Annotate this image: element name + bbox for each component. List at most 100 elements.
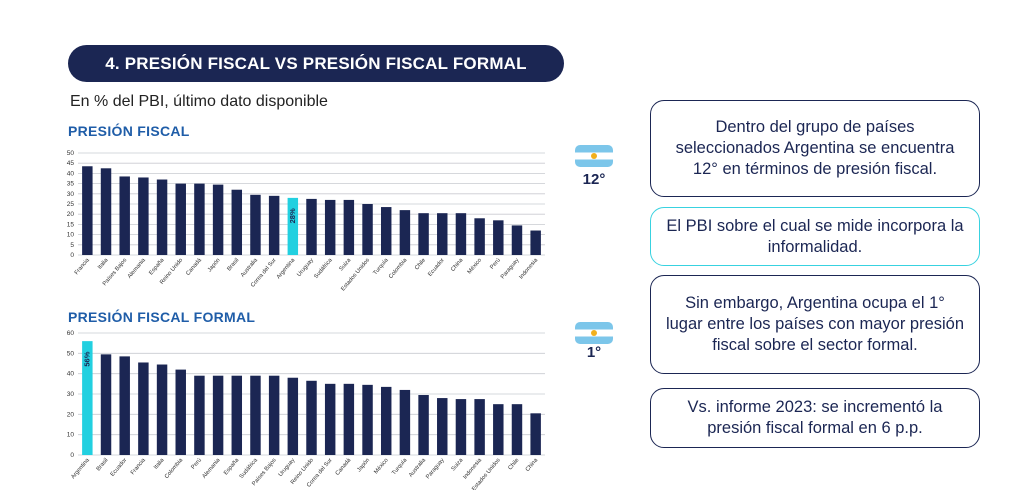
bar-italia <box>156 364 168 455</box>
info-box-ranking: Dentro del grupo de países seleccionados… <box>650 100 980 197</box>
bar-estados-unidos <box>493 404 504 455</box>
x-tick-label: Uruguay <box>278 457 297 478</box>
y-tick-label: 50 <box>67 150 75 157</box>
y-tick-label: 40 <box>67 371 75 378</box>
info-box-text: Dentro del grupo de países seleccionados… <box>675 118 955 178</box>
bar-argentina <box>287 197 299 255</box>
x-tick-label: Canadá <box>335 457 353 477</box>
bar-países-bajos <box>268 375 280 455</box>
rank-presion-fiscal-formal: 1° <box>586 344 602 361</box>
y-tick-label: 50 <box>67 350 75 357</box>
y-tick-label: 10 <box>67 232 75 239</box>
x-tick-label: Italia <box>97 257 110 271</box>
x-tick-label: Francia <box>74 257 92 276</box>
argentina-flag-icon <box>575 145 613 167</box>
y-tick-label: 0 <box>70 452 74 459</box>
bar-méxico <box>380 386 392 455</box>
y-tick-label: 30 <box>67 191 75 198</box>
info-box-text: Sin embargo, Argentina ocupa el 1° lugar… <box>665 294 965 354</box>
x-tick-label: Australia <box>240 257 260 279</box>
bar-alemania <box>212 375 224 455</box>
x-tick-label: Colombia <box>388 257 409 280</box>
bar-corea-del-sur <box>268 195 280 255</box>
sun-icon <box>591 153 597 159</box>
bar-australia <box>250 194 261 255</box>
bar-colombia <box>399 210 411 255</box>
info-box-text: Vs. informe 2023: se incrementó la presi… <box>687 398 943 437</box>
bar-colombia <box>175 369 186 455</box>
bar-paraguay <box>511 225 523 255</box>
x-tick-label: Suiza <box>451 457 465 473</box>
x-tick-label: Perú <box>190 457 202 470</box>
x-tick-label: Ecuador <box>110 457 129 477</box>
y-tick-label: 35 <box>67 181 75 188</box>
y-tick-label: 45 <box>67 160 75 167</box>
bar-australia <box>418 395 429 455</box>
data-label: 28% <box>288 208 297 223</box>
bar-turquía <box>399 389 411 455</box>
y-tick-label: 40 <box>67 170 75 177</box>
data-label: 56% <box>82 351 91 366</box>
x-tick-label: Canadá <box>185 257 203 277</box>
bar-francia <box>138 362 149 455</box>
bar-uruguay <box>306 198 317 255</box>
x-tick-label: Australia <box>408 457 428 479</box>
argentina-flag-icon <box>575 322 613 344</box>
bar-china <box>530 413 541 455</box>
x-tick-label: Perú <box>489 257 501 270</box>
x-tick-label: Sudáfrica <box>313 257 334 280</box>
bar-suiza <box>455 399 467 455</box>
y-tick-label: 25 <box>67 201 75 208</box>
bar-uruguay <box>287 377 299 455</box>
info-box-text: El PBI sobre el cual se mide incorpora l… <box>666 216 964 256</box>
bar-paraguay <box>437 398 448 455</box>
x-tick-label: Ecuador <box>427 257 446 277</box>
x-tick-label: Colombia <box>164 457 185 480</box>
sun-icon <box>591 330 597 336</box>
x-tick-label: Indonesia <box>518 257 539 281</box>
bar-estados-unidos <box>362 204 373 255</box>
y-tick-label: 5 <box>70 242 74 249</box>
x-tick-label: Argentina <box>276 257 297 280</box>
bar-perú <box>493 220 504 255</box>
x-tick-label: Alemania <box>201 457 222 480</box>
x-tick-label: China <box>525 457 540 473</box>
x-tick-label: Italia <box>153 457 166 471</box>
bar-canadá <box>194 183 205 255</box>
x-tick-label: Argentina <box>70 457 91 480</box>
x-tick-label: Chile <box>414 257 427 271</box>
bar-brasil <box>100 354 112 455</box>
x-tick-label: Japón <box>356 457 371 473</box>
bar-corea-del-sur <box>324 383 336 455</box>
bar-canadá <box>343 383 355 455</box>
x-tick-label: España <box>148 257 166 277</box>
x-tick-label: Chile <box>507 457 520 471</box>
x-tick-label: Japón <box>207 257 222 273</box>
bar-alemania <box>138 177 149 255</box>
bar-chile <box>418 213 429 255</box>
x-tick-label: Alemania <box>127 257 148 280</box>
bar-españa <box>231 375 243 455</box>
x-tick-label: Paraguay <box>425 457 446 480</box>
y-tick-label: 30 <box>67 391 75 398</box>
bar-suiza <box>343 199 355 255</box>
presion-fiscal-formal-chart: 0 10 20 30 40 50 60 56% Argentina Brasil Ecuador Fr… <box>67 330 545 490</box>
bar-sudáfrica <box>324 199 336 255</box>
bar-reino-unido <box>175 183 186 255</box>
section-title: 4. PRESIÓN FISCAL VS PRESIÓN FISCAL FORM… <box>68 45 564 82</box>
y-tick-label: 60 <box>67 330 75 337</box>
x-tick-label: Uruguay <box>296 257 315 278</box>
x-tick-label: Brasil <box>226 257 240 272</box>
y-tick-label: 20 <box>67 211 75 218</box>
x-tick-label: Turquía <box>391 457 409 477</box>
bar-países-bajos <box>119 176 130 255</box>
bar-china <box>455 213 467 255</box>
bar-perú <box>194 375 205 455</box>
chart-title-presion-fiscal: PRESIÓN FISCAL <box>68 123 190 139</box>
bar-turquía <box>380 207 392 255</box>
bar-francia <box>82 166 93 255</box>
x-tick-label: Francia <box>130 457 148 476</box>
info-box-pbi: El PBI sobre el cual se mide incorpora l… <box>650 207 980 266</box>
x-tick-label: España <box>223 457 241 477</box>
